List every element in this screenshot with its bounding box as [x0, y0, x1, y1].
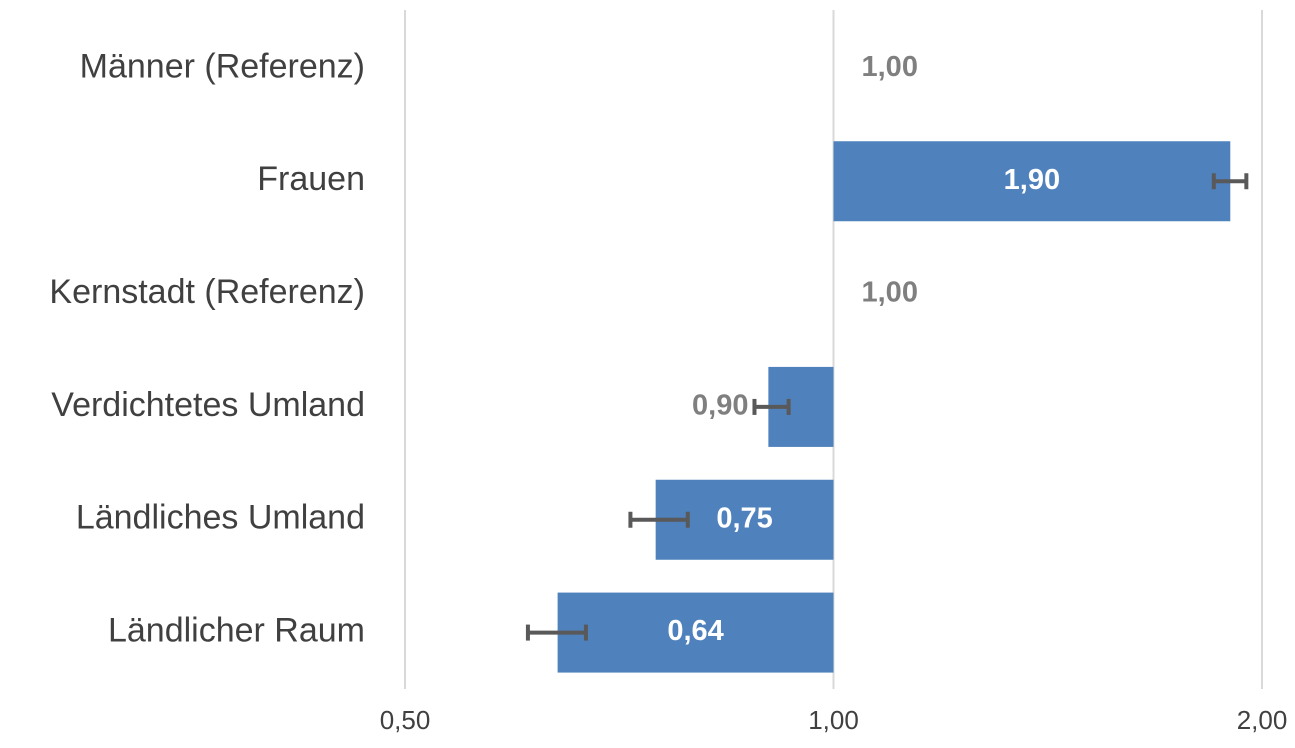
- category-label: Ländliches Umland: [76, 499, 365, 537]
- bar: [833, 141, 1231, 222]
- category-label: Männer (Referenz): [80, 47, 365, 85]
- x-tick-label: 0,50: [380, 705, 431, 735]
- value-label: 1,00: [862, 51, 918, 83]
- error-bar: [525, 624, 588, 641]
- value-label: 1,90: [1004, 164, 1060, 196]
- error-bar: [752, 398, 791, 415]
- error-bar: [1211, 173, 1249, 190]
- value-label: 1,00: [862, 277, 918, 309]
- bar: [557, 592, 834, 673]
- category-label: Frauen: [257, 160, 365, 198]
- category-label: Verdichtetes Umland: [51, 386, 365, 424]
- x-tick-label: 1,00: [808, 705, 859, 735]
- value-label: 0,75: [716, 502, 772, 534]
- category-label: Kernstadt (Referenz): [49, 273, 365, 311]
- value-label: 0,64: [667, 615, 723, 647]
- x-tick-label: 2,00: [1237, 705, 1288, 735]
- category-label: Ländlicher Raum: [108, 612, 365, 650]
- value-label: 0,90: [692, 390, 748, 422]
- error-bar: [628, 511, 690, 528]
